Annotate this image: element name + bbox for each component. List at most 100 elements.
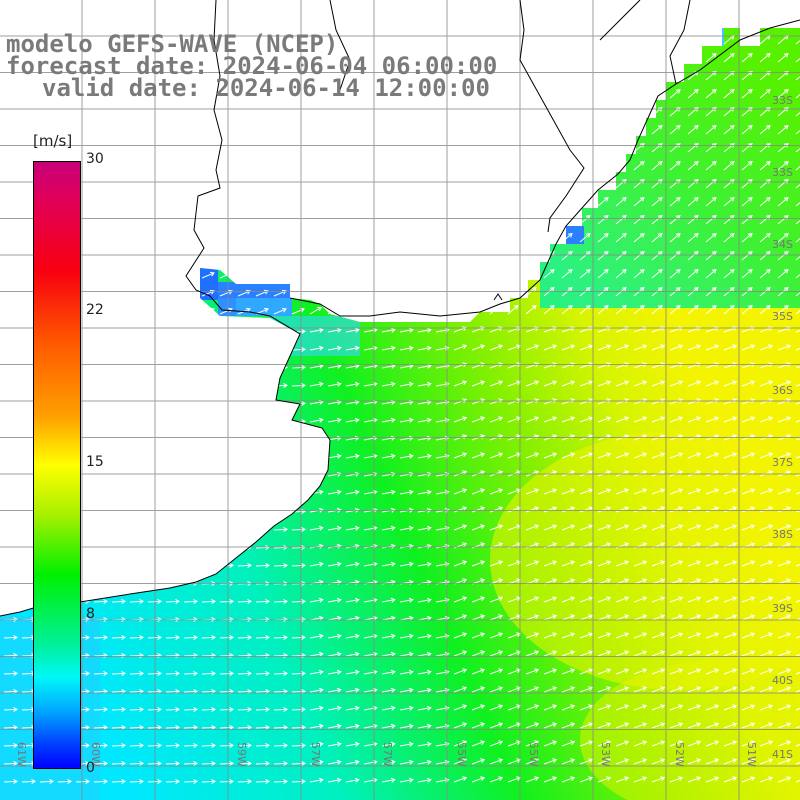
wind-vector — [3, 181, 17, 189]
wind-vector — [39, 109, 53, 117]
wind-vector — [399, 126, 413, 135]
wind-vector — [417, 723, 432, 729]
wind-vector — [237, 365, 252, 370]
wind-vector — [651, 344, 666, 351]
wind-vector — [795, 233, 800, 243]
wind-vector — [255, 383, 270, 388]
wind-vector — [507, 53, 519, 63]
wind-vector — [795, 381, 800, 387]
wind-vector — [777, 506, 792, 513]
latitude-label: 37S — [772, 456, 793, 469]
wind-vector — [453, 452, 468, 459]
latitude-labels: 33S 33S 34S 35S 36S 37S 38S 39S 40S 41S — [772, 94, 793, 761]
wind-vector — [525, 143, 537, 153]
wind-vector — [3, 491, 18, 496]
wind-vector — [723, 560, 738, 567]
wind-vector — [615, 668, 630, 675]
latitude-label: 33S — [772, 94, 793, 107]
wind-vector — [399, 327, 414, 333]
wind-vector — [705, 89, 717, 99]
wind-vector — [669, 380, 684, 387]
wind-vector — [687, 524, 702, 531]
wind-vector — [165, 563, 180, 568]
wind-vector — [219, 199, 233, 207]
wind-vector — [741, 560, 756, 567]
wind-vector — [579, 233, 591, 243]
wind-vector — [597, 197, 609, 207]
wind-vector — [147, 725, 162, 730]
wind-vector — [201, 725, 216, 730]
wind-vector — [777, 53, 789, 63]
wind-vector — [165, 635, 180, 640]
wind-vector — [543, 398, 558, 405]
wind-vector — [687, 506, 702, 513]
wind-vector — [759, 632, 774, 639]
wind-vector — [3, 779, 18, 784]
wind-vector — [129, 365, 144, 370]
wind-vector — [777, 650, 792, 657]
wind-vector — [147, 217, 161, 225]
wind-vector — [777, 452, 792, 459]
wind-vector — [327, 162, 341, 171]
wind-vector — [381, 777, 396, 783]
wind-vector — [327, 288, 341, 297]
wind-vector — [489, 560, 504, 567]
wind-vector — [597, 161, 609, 171]
wind-vector — [543, 143, 555, 153]
wind-vector — [417, 126, 431, 135]
wind-vector — [237, 455, 252, 460]
wind-vector — [561, 740, 576, 747]
wind-vector — [93, 635, 108, 640]
wind-vector — [111, 455, 126, 460]
wind-vector — [381, 669, 396, 675]
wind-vector — [273, 671, 288, 676]
wind-vector — [471, 758, 486, 765]
wind-vector — [633, 380, 648, 387]
wind-vector — [273, 563, 288, 568]
wind-vector — [111, 127, 125, 135]
wind-vector — [651, 416, 666, 423]
wind-vector — [633, 305, 645, 315]
wind-vector — [327, 561, 342, 567]
wind-vector — [579, 776, 594, 783]
wind-vector — [705, 197, 717, 207]
wind-vector — [201, 779, 216, 784]
wind-vector — [723, 740, 738, 747]
wind-vector — [489, 215, 501, 225]
wind-vector — [777, 758, 792, 765]
wind-vector — [165, 235, 179, 243]
wind-vector — [381, 489, 396, 495]
wind-vector — [597, 650, 612, 657]
wind-vector — [201, 563, 216, 568]
wind-vector — [471, 125, 483, 135]
wind-vector — [129, 545, 144, 550]
wind-vector — [633, 758, 648, 765]
wind-vector — [327, 741, 342, 747]
wind-vector — [615, 614, 630, 621]
wind-vector — [759, 269, 771, 279]
wind-vector — [273, 761, 288, 766]
wind-vector — [345, 777, 360, 783]
wind-vector — [579, 125, 591, 135]
wind-vector — [183, 163, 197, 171]
wind-vector — [435, 252, 449, 261]
wind-vector — [597, 686, 612, 693]
wind-vector — [471, 704, 486, 711]
wind-vector — [579, 344, 594, 351]
wind-vector — [57, 109, 71, 117]
wind-vector — [57, 779, 72, 784]
wind-vector — [327, 723, 342, 729]
wind-vector — [615, 452, 630, 459]
wind-vector — [615, 251, 627, 261]
longitude-label: 55W — [455, 742, 468, 767]
wind-vector — [669, 740, 684, 747]
wind-vector — [687, 704, 702, 711]
wind-vector — [795, 269, 800, 279]
wind-vector — [417, 489, 432, 495]
wind-vector — [633, 524, 648, 531]
wind-vector — [453, 305, 465, 315]
wind-vector — [561, 452, 576, 459]
wind-vector — [633, 722, 648, 729]
wind-vector — [327, 705, 342, 711]
wind-vector — [381, 723, 396, 729]
